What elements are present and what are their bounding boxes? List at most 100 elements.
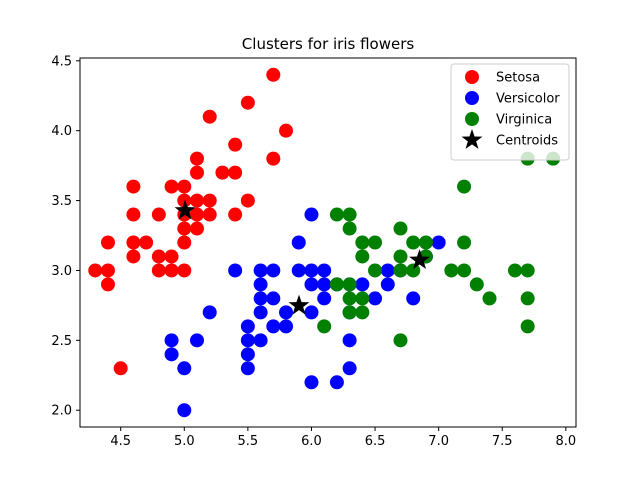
data-point <box>291 263 306 278</box>
legend-marker-circle <box>465 91 479 105</box>
data-point <box>368 291 383 306</box>
data-point <box>151 207 166 222</box>
data-point <box>177 403 192 418</box>
chart-title: Clusters for iris flowers <box>242 35 415 53</box>
axes-frame <box>79 57 577 428</box>
y-tick-label: 4.0 <box>51 124 72 139</box>
x-tick-label: 4.5 <box>110 434 131 449</box>
legend-marker-circle <box>465 70 479 84</box>
data-point <box>253 333 268 348</box>
data-point <box>279 305 294 320</box>
legend-label: Centroids <box>496 134 558 149</box>
data-point <box>266 263 281 278</box>
data-point <box>177 179 192 194</box>
data-point <box>266 319 281 334</box>
data-point <box>240 193 255 208</box>
data-point <box>393 333 408 348</box>
data-point <box>126 235 141 250</box>
data-point <box>380 277 395 292</box>
legend: Setosa Versicolor Virginica Centroids <box>450 63 570 161</box>
data-point <box>126 249 141 264</box>
data-point <box>317 277 332 292</box>
data-point <box>304 305 319 320</box>
data-point <box>329 375 344 390</box>
y-tick-label: 2.5 <box>51 334 72 349</box>
data-point <box>406 263 421 278</box>
data-point <box>151 249 166 264</box>
centroid-point <box>409 249 431 270</box>
data-point <box>253 305 268 320</box>
series-centroids <box>174 199 431 315</box>
data-point <box>190 193 205 208</box>
data-point <box>355 277 370 292</box>
data-point <box>164 249 179 264</box>
data-point <box>228 207 243 222</box>
data-point <box>393 263 408 278</box>
x-tick-label: 5.0 <box>174 434 195 449</box>
data-point <box>457 235 472 250</box>
centroid-point <box>288 294 310 315</box>
data-point <box>317 263 332 278</box>
x-axis: 4.5 5.0 5.5 6.0 6.5 7.0 7.5 8.0 <box>110 427 576 449</box>
x-tick-label: 6.5 <box>365 434 386 449</box>
data-point <box>406 291 421 306</box>
y-tick-label: 3.0 <box>51 264 72 279</box>
data-point <box>342 277 357 292</box>
data-point <box>342 361 357 376</box>
legend-label: Virginica <box>496 113 552 128</box>
data-point <box>190 151 205 166</box>
data-point <box>266 67 281 82</box>
data-point <box>393 221 408 236</box>
data-point <box>177 263 192 278</box>
data-point <box>342 291 357 306</box>
data-point <box>266 291 281 306</box>
data-point <box>291 235 306 250</box>
x-tick-label: 7.0 <box>428 434 449 449</box>
data-point <box>228 165 243 180</box>
data-point <box>304 277 319 292</box>
data-point <box>202 193 217 208</box>
data-point <box>190 333 205 348</box>
data-marks <box>88 67 561 418</box>
data-point <box>190 221 205 236</box>
y-tick-label: 4.5 <box>51 54 72 69</box>
data-point <box>100 263 115 278</box>
data-point <box>240 361 255 376</box>
data-point <box>164 347 179 362</box>
data-point <box>240 333 255 348</box>
series-setosa <box>88 67 294 376</box>
x-tick-label: 6.0 <box>301 434 322 449</box>
data-point <box>240 95 255 110</box>
data-point <box>100 277 115 292</box>
data-point <box>177 361 192 376</box>
data-point <box>380 263 395 278</box>
data-point <box>342 305 357 320</box>
data-point <box>266 151 281 166</box>
legend-label: Setosa <box>496 71 540 86</box>
legend-box <box>450 63 570 161</box>
data-point <box>368 263 383 278</box>
data-point <box>342 207 357 222</box>
data-point <box>113 361 128 376</box>
data-point <box>317 291 332 306</box>
data-point <box>520 319 535 334</box>
series-versicolor <box>164 207 446 418</box>
data-point <box>177 193 192 208</box>
data-point <box>329 207 344 222</box>
data-point <box>406 235 421 250</box>
data-point <box>228 263 243 278</box>
data-point <box>279 319 294 334</box>
data-point <box>164 263 179 278</box>
data-point <box>355 249 370 264</box>
data-point <box>368 235 383 250</box>
data-point <box>100 235 115 250</box>
data-point <box>151 263 166 278</box>
data-point <box>126 207 141 222</box>
data-point <box>457 263 472 278</box>
data-point <box>190 207 205 222</box>
data-point <box>190 165 205 180</box>
data-point <box>253 263 268 278</box>
data-point <box>355 235 370 250</box>
data-point <box>355 291 370 306</box>
